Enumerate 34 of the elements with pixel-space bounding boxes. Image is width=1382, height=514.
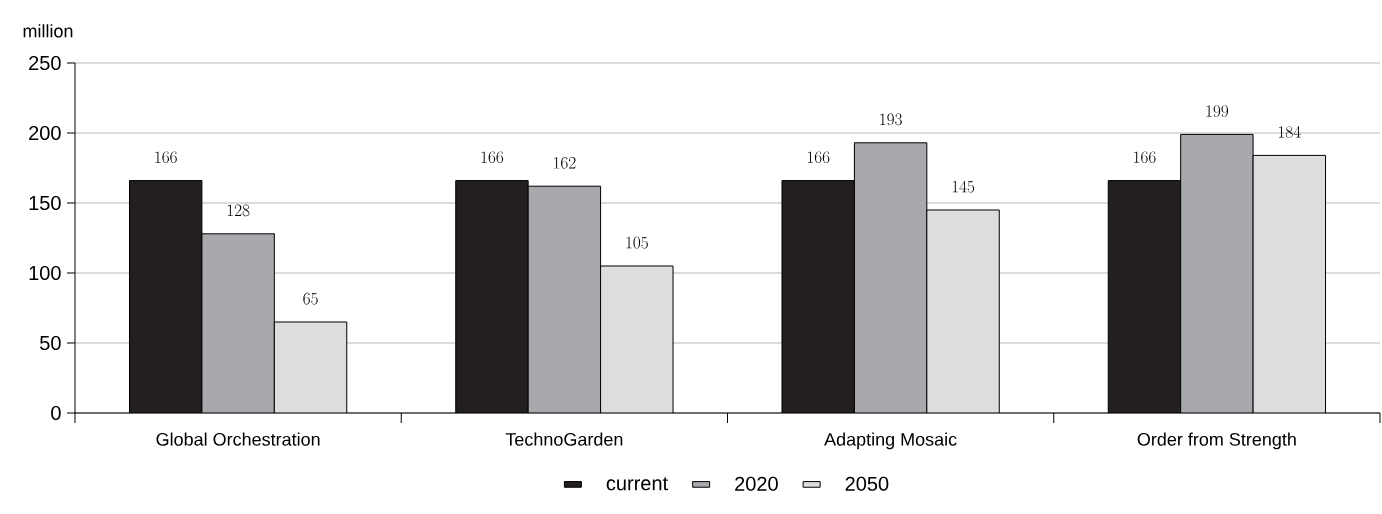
bar: [129, 180, 202, 413]
y-tick-label: 200: [29, 125, 61, 141]
bar: [455, 180, 529, 413]
legend-label: 2020: [735, 476, 778, 491]
legend-label: current: [606, 477, 668, 491]
data-label: 162: [554, 157, 576, 169]
bar: [600, 266, 674, 413]
y-axis-title: million: [23, 24, 73, 38]
data-label: 65: [303, 292, 318, 305]
bar: [274, 322, 347, 413]
x-tick-label: Adapting Mosaic: [824, 432, 957, 450]
x-tick-label: Global Orchestration: [156, 432, 320, 446]
bar: [1107, 180, 1182, 413]
data-label: 166: [155, 151, 177, 164]
y-tick-label: 0: [51, 405, 61, 421]
y-tick-label: 250: [29, 55, 61, 71]
y-tick-label: 50: [40, 335, 61, 351]
data-label: 193: [880, 113, 902, 126]
data-label: 166: [807, 151, 830, 164]
data-label: 199: [1206, 105, 1229, 117]
legend-label: 2050: [845, 476, 889, 491]
bar: [1252, 154, 1327, 413]
data-label: 166: [481, 151, 504, 164]
data-label: 184: [1278, 126, 1301, 138]
data-label: 166: [1134, 151, 1156, 164]
data-label: 145: [952, 180, 975, 193]
data-label: 128: [227, 204, 250, 217]
data-label: 105: [626, 236, 648, 249]
x-tick-label: Order from Strength: [1137, 432, 1296, 450]
x-tick-label: TechnoGarden: [505, 432, 623, 446]
bar: [781, 180, 855, 413]
bar: [926, 210, 1000, 413]
y-tick-label: 100: [29, 265, 61, 281]
y-tick-label: 150: [29, 195, 61, 211]
